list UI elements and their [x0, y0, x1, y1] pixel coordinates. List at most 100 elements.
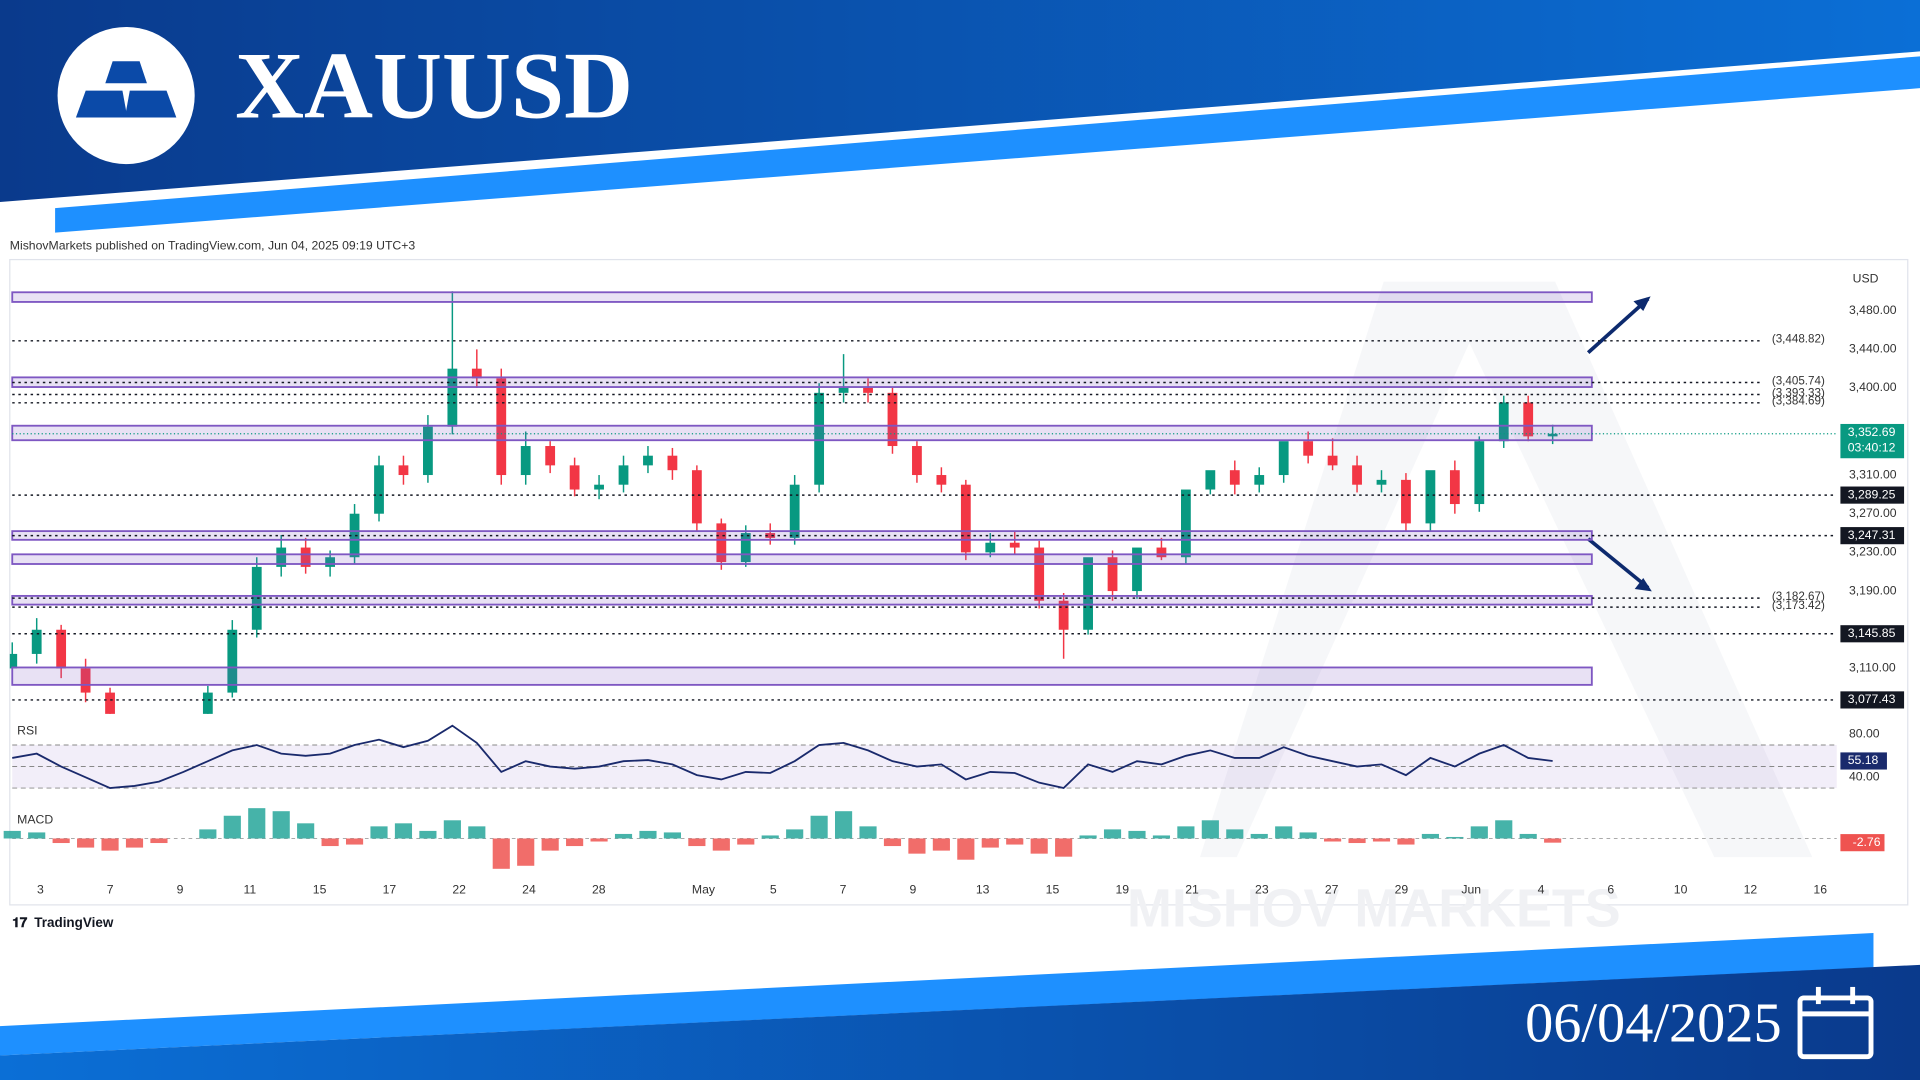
macd-bar [1250, 833, 1268, 839]
macd-bar [810, 815, 828, 839]
macd-bar [1079, 835, 1097, 839]
candle-body [56, 629, 67, 669]
macd-bar [1470, 826, 1488, 839]
macd-bar [125, 838, 144, 848]
rsi-line [12, 724, 1553, 790]
x-tick-label: 28 [592, 882, 606, 896]
candle-body [300, 547, 311, 567]
last-price-label: 3,352.69 [1848, 425, 1896, 439]
x-tick-label: 19 [1115, 882, 1129, 896]
level-label: (3,448.82) [1772, 333, 1825, 346]
zone [11, 553, 1593, 565]
candle-body [31, 629, 42, 654]
rsi-tick-label: 40.00 [1849, 770, 1880, 784]
candle-body [1009, 542, 1020, 548]
macd-bar [1299, 832, 1317, 839]
candle-body [1205, 470, 1216, 490]
macd-bar [52, 838, 70, 844]
level-label: (3,182.67) [1772, 590, 1825, 603]
macd-bar [1030, 838, 1048, 854]
candle-body [643, 455, 653, 466]
macd-bar [688, 838, 706, 847]
macd-bar [394, 823, 413, 839]
y-tick-label: 3,480.00 [1849, 303, 1897, 317]
y-tick-label: 3,400.00 [1849, 380, 1897, 394]
macd-bar [1275, 826, 1293, 839]
candle-body [960, 484, 971, 553]
candle-body [1254, 475, 1265, 485]
macd-bar [297, 823, 315, 839]
macd-bar [199, 829, 217, 839]
candle-body [1425, 470, 1436, 524]
logo [57, 26, 195, 165]
calendar-icon [1797, 986, 1874, 1060]
macd-bar [321, 838, 339, 847]
macd-bar [590, 838, 608, 842]
candle-body [1474, 441, 1485, 505]
x-tick-label: 12 [1744, 882, 1758, 896]
x-tick-label: 16 [1813, 882, 1827, 896]
price-plot [9, 291, 1558, 745]
candle-body [838, 388, 849, 393]
macd-bar [1348, 838, 1366, 844]
arrow-head [1633, 296, 1651, 312]
macd-tag [1840, 834, 1885, 852]
candle-body [520, 446, 531, 476]
level-label: 3,145.85 [1848, 626, 1896, 640]
candle-body [276, 547, 287, 567]
candle-body [1523, 402, 1534, 437]
macd-bar [370, 826, 388, 839]
macd-bar [1128, 830, 1146, 839]
macd-bar [419, 830, 437, 839]
rsi-last: 55.18 [1848, 753, 1879, 767]
macd-bar [541, 838, 559, 851]
macd-bar [1055, 838, 1073, 857]
candle-body [1498, 402, 1509, 442]
macd-bar [908, 838, 926, 854]
candle-body [423, 426, 433, 476]
x-tick-label: 9 [177, 882, 184, 896]
macd-bar [1544, 838, 1562, 843]
macd-bar [1519, 833, 1537, 839]
x-tick-label: 11 [243, 882, 256, 896]
candle-body [691, 470, 702, 524]
x-tick-label: 29 [1395, 882, 1409, 896]
logo-bar [105, 61, 147, 84]
macd-title: MACD [17, 813, 53, 827]
arrow-up [1586, 297, 1650, 355]
level-label: 3,077.43 [1848, 692, 1896, 706]
candle-body [80, 668, 91, 693]
candle-body [545, 446, 556, 466]
candle-body [179, 726, 189, 745]
level-label: 3,289.25 [1848, 487, 1896, 501]
candle-body [1449, 470, 1460, 505]
rsi-title: RSI [17, 723, 37, 737]
macd-bar [1421, 833, 1439, 839]
macd-bar [1226, 829, 1244, 839]
y-tick-label: 3,110.00 [1849, 661, 1896, 675]
macd-bar [272, 811, 290, 839]
rsi-tick-label: 80.00 [1849, 727, 1880, 741]
last-price-tag [1840, 423, 1905, 459]
macd-bar [761, 835, 779, 839]
zone [11, 594, 1593, 606]
macd-bar [3, 830, 21, 839]
candle-body [912, 446, 922, 476]
level-tag [1840, 527, 1905, 545]
macd-bar [712, 838, 730, 851]
macd-bar [77, 838, 95, 848]
x-tick-label: 23 [1255, 882, 1269, 896]
zone [11, 424, 1593, 442]
watermark: MISHOV MARKETS [1127, 878, 1621, 938]
candle-body [887, 392, 898, 447]
candle-body [765, 533, 776, 538]
candle-body [1107, 557, 1118, 592]
y-tick-label: 3,440.00 [1849, 342, 1897, 356]
macd-bar [223, 815, 241, 839]
macd-bar [1446, 836, 1464, 839]
candle-body [9, 653, 18, 669]
brand-icon: 𝟏𝟕 [12, 915, 27, 930]
candle-body [1083, 557, 1093, 630]
logo-bar [75, 90, 128, 118]
x-tick-label: 10 [1674, 882, 1688, 896]
